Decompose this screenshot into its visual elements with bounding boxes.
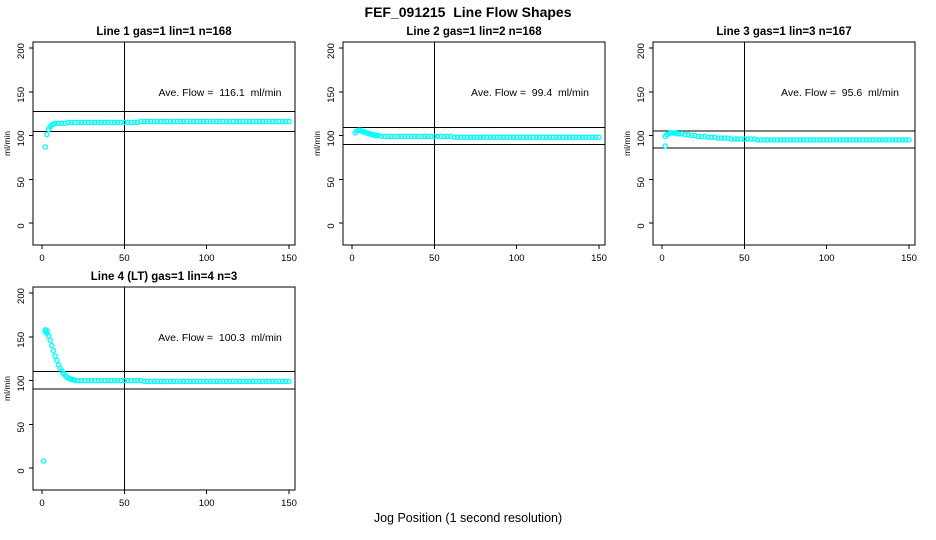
panel-title: Line 2 gas=1 lin=2 n=168 (406, 26, 542, 38)
x-tick-label: 100 (199, 253, 215, 264)
x-tick-label: 150 (281, 498, 297, 509)
y-axis: 0 50 100 150 200 ml/min (2, 43, 33, 229)
x-tick-label: 150 (281, 253, 297, 264)
ave-flow-annotation: Ave. Flow = 116.1 ml/min (158, 87, 281, 99)
y-tick-label: 50 (16, 177, 27, 188)
scatter-points (40, 327, 292, 464)
y-tick-label: 200 (326, 43, 337, 59)
x-tick-label: 50 (429, 253, 440, 264)
plot-box (342, 41, 606, 246)
x-tick-label: 50 (119, 253, 130, 264)
y-axis: 0 50 100 150 200 ml/min (312, 43, 343, 229)
x-axis: 0 50 100 150 (349, 245, 607, 264)
figure-title: FEF_091215 Line Flow Shapes (364, 4, 572, 20)
panel-title: Line 3 gas=1 lin=3 n=167 (716, 26, 851, 38)
x-axis-label: Jog Position (1 second resolution) (373, 511, 563, 525)
x-tick-label: 100 (509, 253, 525, 264)
x-tick-label: 100 (199, 498, 215, 509)
panel-line-1: Line 1 gas=1 lin=1 n=168 0 50 100 150 0 50 100 1… (2, 26, 297, 264)
y-tick-label: 150 (16, 87, 27, 103)
y-tick-label: 150 (636, 87, 647, 103)
scatter-points (352, 127, 602, 141)
y-tick-label: 200 (16, 43, 27, 59)
plot-box (652, 41, 916, 246)
panel-line-3: Line 3 gas=1 lin=3 n=167 0 50 100 150 0 50 100 1… (622, 26, 917, 264)
x-axis: 0 50 100 150 (39, 490, 297, 509)
x-tick-label: 0 (39, 498, 44, 509)
x-tick-label: 0 (39, 253, 44, 264)
y-axis-title: ml/min (2, 376, 12, 401)
y-tick-label: 50 (636, 177, 647, 188)
y-tick-label: 150 (326, 87, 337, 103)
panel-line-2: Line 2 gas=1 lin=2 n=168 0 50 100 150 0 50 100 1… (312, 26, 607, 264)
panel-line-4: Line 4 (LT) gas=1 lin=4 n=3 0 50 100 150 0 50 1… (2, 271, 297, 509)
reference-lines (33, 42, 295, 245)
reference-lines (33, 287, 295, 490)
x-tick-label: 150 (901, 253, 917, 264)
ave-flow-annotation: Ave. Flow = 99.4 ml/min (471, 87, 589, 99)
y-tick-label: 0 (326, 223, 337, 228)
x-tick-label: 50 (119, 498, 130, 509)
y-tick-label: 150 (16, 332, 27, 348)
x-tick-label: 150 (591, 253, 607, 264)
x-tick-label: 0 (349, 253, 354, 264)
y-axis-title: ml/min (622, 131, 632, 156)
y-tick-label: 100 (326, 131, 337, 147)
y-axis-title: ml/min (2, 131, 12, 156)
x-tick-label: 100 (819, 253, 835, 264)
y-tick-label: 50 (16, 422, 27, 433)
reference-lines (653, 42, 915, 245)
y-tick-label: 100 (16, 131, 27, 147)
panel-title: Line 1 gas=1 lin=1 n=168 (96, 26, 232, 38)
reference-lines (343, 42, 605, 245)
ave-flow-annotation: Ave. Flow = 100.3 ml/min (158, 332, 282, 344)
y-tick-label: 50 (326, 177, 337, 188)
y-axis: 0 50 100 150 200 ml/min (2, 288, 33, 474)
x-axis: 0 50 100 150 (659, 245, 917, 264)
scatter-points (42, 118, 292, 150)
x-tick-label: 50 (739, 253, 750, 264)
y-tick-label: 0 (16, 223, 27, 228)
y-axis: 0 50 100 150 200 ml/min (622, 43, 653, 229)
y-tick-label: 0 (636, 223, 647, 228)
plot-box (32, 41, 296, 246)
y-tick-label: 100 (16, 376, 27, 392)
x-axis: 0 50 100 150 (39, 245, 297, 264)
ave-flow-annotation: Ave. Flow = 95.6 ml/min (781, 87, 899, 99)
y-tick-label: 100 (636, 131, 647, 147)
y-tick-label: 0 (16, 468, 27, 473)
y-tick-label: 200 (16, 288, 27, 304)
panel-title: Line 4 (LT) gas=1 lin=4 n=3 (91, 271, 237, 283)
y-tick-label: 200 (636, 43, 647, 59)
scatter-points (662, 130, 912, 149)
x-tick-label: 0 (659, 253, 664, 264)
y-axis-title: ml/min (312, 131, 322, 156)
